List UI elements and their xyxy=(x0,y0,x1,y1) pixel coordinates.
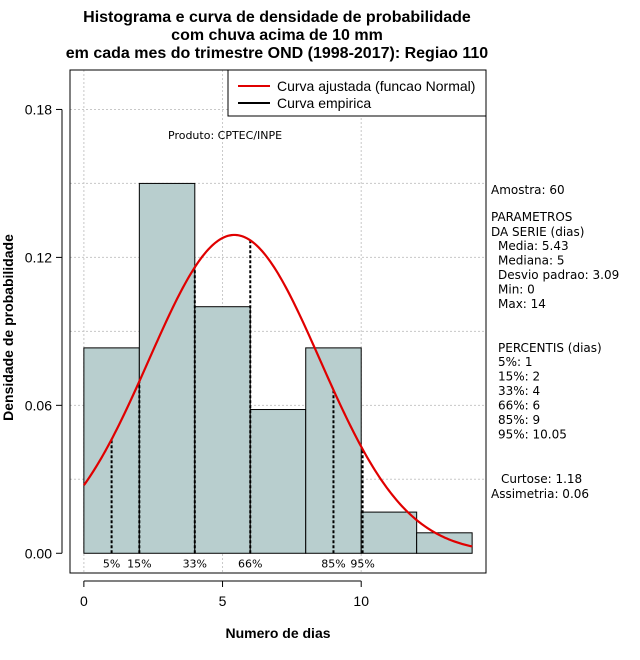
x-tick-label-3: 10 xyxy=(353,593,369,609)
y-tick-label-1: 0.00 xyxy=(25,545,52,561)
normal-curve-line xyxy=(82,233,473,548)
percentile-label-1: 5% xyxy=(103,557,120,570)
legend: Curva ajustada (funcao Normal)Curva empi… xyxy=(227,69,487,117)
histogram-bar-3 xyxy=(194,306,251,554)
side-percentil-3: 33%: 4 xyxy=(498,384,540,398)
side-params-subtitle: DA SERIE (dias) xyxy=(491,225,584,239)
histogram-bar-7 xyxy=(416,532,473,554)
side-percentil-4: 66%: 6 xyxy=(498,399,540,413)
legend-label-2: Curva empirica xyxy=(277,95,371,111)
title-line-3: em cada mes do trimestre OND (1998-2017)… xyxy=(66,45,489,62)
legend-label-1: Curva ajustada (funcao Normal) xyxy=(277,78,475,94)
side-percentis-title: PERCENTIS (dias) xyxy=(498,341,602,355)
side-amostra: Amostra: 60 xyxy=(491,183,565,197)
histogram-bar-6 xyxy=(360,511,418,554)
y-axis-label: Densidade de probabilidade xyxy=(0,234,16,421)
percentile-label-5: 85% xyxy=(321,557,345,570)
percentile-label-4: 66% xyxy=(238,557,262,570)
side-param-5: Max: 14 xyxy=(498,297,546,311)
x-tick-label-1: 0 xyxy=(80,593,88,609)
y-tick-label-4: 0.18 xyxy=(25,101,52,117)
side-param-4: Min: 0 xyxy=(498,283,535,297)
histogram-bars xyxy=(83,182,473,554)
side-assimetria: Assimetria: 0.06 xyxy=(491,487,589,501)
side-param-3: Desvio padrao: 3.09 xyxy=(498,268,619,282)
histogram-bar-2 xyxy=(138,182,196,554)
percentile-label-3: 33% xyxy=(183,557,207,570)
side-param-1: Media: 5.43 xyxy=(498,239,569,253)
side-percentil-1: 5%: 1 xyxy=(498,355,533,369)
percentile-label-2: 15% xyxy=(127,557,151,570)
x-tick-label-2: 5 xyxy=(219,593,227,609)
percentile-label-6: 95% xyxy=(350,557,374,570)
side-curtose: Curtose: 1.18 xyxy=(501,472,582,486)
title-line-1: Histograma e curva de densidade de proba… xyxy=(83,9,471,26)
x-axis-label: Numero de dias xyxy=(225,625,330,641)
percentile-markers: 5% 15% 33% 66% 85% 95% xyxy=(103,240,375,570)
y-tick-label-3: 0.12 xyxy=(25,249,52,265)
legend-box xyxy=(227,69,487,117)
side-percentil-2: 15%: 2 xyxy=(498,370,540,384)
normal-curve xyxy=(82,233,473,548)
axes: 0 5 10 0.00 0.06 0.12 0.18 xyxy=(25,101,369,609)
chart-title: Histograma e curva de densidade de proba… xyxy=(66,9,489,62)
y-tick-label-2: 0.06 xyxy=(25,397,52,413)
histogram-bar-4 xyxy=(249,409,307,554)
product-annotation: Produto: CPTEC/INPE xyxy=(168,129,282,142)
title-line-2: com chuva acima de 10 mm xyxy=(171,27,383,44)
side-params-title: PARAMETROS xyxy=(491,210,572,224)
side-param-2: Mediana: 5 xyxy=(498,254,565,268)
side-percentil-5: 85%: 9 xyxy=(498,413,540,427)
side-percentil-6: 95%: 10.05 xyxy=(498,428,567,442)
